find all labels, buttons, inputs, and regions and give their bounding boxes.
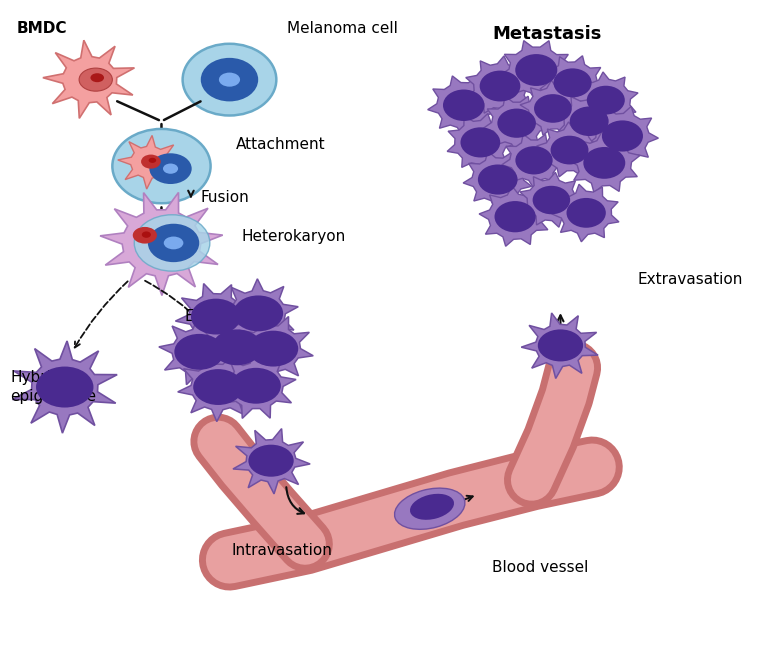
Polygon shape: [520, 172, 584, 227]
Ellipse shape: [497, 109, 536, 138]
Ellipse shape: [515, 54, 557, 86]
Text: Intravasation: Intravasation: [232, 543, 333, 558]
Ellipse shape: [134, 214, 210, 271]
Polygon shape: [428, 76, 500, 136]
Polygon shape: [483, 96, 550, 152]
Polygon shape: [500, 41, 573, 101]
Ellipse shape: [248, 331, 298, 366]
Ellipse shape: [554, 68, 591, 98]
Polygon shape: [178, 354, 258, 422]
Ellipse shape: [570, 107, 608, 136]
Ellipse shape: [90, 73, 104, 82]
Ellipse shape: [460, 127, 500, 158]
Ellipse shape: [534, 94, 572, 123]
Text: Metastasis: Metastasis: [492, 25, 601, 43]
Polygon shape: [521, 313, 598, 379]
Polygon shape: [588, 107, 658, 167]
Polygon shape: [466, 56, 536, 116]
Polygon shape: [540, 56, 606, 111]
Ellipse shape: [587, 86, 625, 114]
Ellipse shape: [533, 186, 571, 214]
Ellipse shape: [494, 201, 536, 233]
Text: Hybrid
epigenome: Hybrid epigenome: [10, 370, 96, 404]
Ellipse shape: [550, 136, 588, 165]
Ellipse shape: [584, 147, 625, 179]
Text: Attachment: Attachment: [235, 138, 325, 152]
Ellipse shape: [194, 369, 243, 405]
Polygon shape: [12, 341, 117, 433]
Ellipse shape: [231, 368, 281, 404]
Ellipse shape: [148, 224, 199, 262]
Polygon shape: [176, 284, 256, 351]
Ellipse shape: [515, 146, 553, 174]
Polygon shape: [479, 186, 550, 246]
Polygon shape: [100, 193, 223, 295]
Ellipse shape: [141, 154, 160, 169]
Ellipse shape: [538, 329, 583, 361]
Ellipse shape: [234, 295, 283, 331]
Ellipse shape: [478, 165, 517, 194]
Ellipse shape: [480, 70, 520, 101]
Ellipse shape: [163, 236, 183, 249]
Ellipse shape: [219, 72, 240, 87]
Text: BMDC: BMDC: [16, 21, 67, 36]
Ellipse shape: [183, 44, 276, 116]
Text: Heterokaryon: Heterokaryon: [241, 229, 346, 244]
Ellipse shape: [410, 494, 454, 520]
Polygon shape: [567, 132, 640, 193]
Polygon shape: [233, 316, 313, 383]
Text: Extravasation: Extravasation: [638, 272, 743, 287]
Polygon shape: [218, 279, 298, 346]
Polygon shape: [197, 315, 277, 382]
Ellipse shape: [443, 90, 484, 121]
Ellipse shape: [212, 329, 262, 365]
Ellipse shape: [174, 334, 224, 370]
Ellipse shape: [149, 158, 157, 163]
Ellipse shape: [133, 227, 157, 244]
Ellipse shape: [248, 444, 294, 477]
Ellipse shape: [191, 298, 241, 335]
Polygon shape: [447, 114, 515, 172]
Polygon shape: [520, 80, 585, 135]
Ellipse shape: [36, 366, 93, 408]
Text: Blood vessel: Blood vessel: [493, 560, 589, 575]
Ellipse shape: [567, 198, 606, 228]
Polygon shape: [216, 351, 296, 419]
Polygon shape: [118, 136, 181, 189]
Text: Fusion: Fusion: [200, 190, 250, 205]
Polygon shape: [537, 122, 602, 177]
Polygon shape: [573, 72, 638, 127]
Ellipse shape: [395, 488, 465, 529]
Polygon shape: [43, 40, 134, 118]
Ellipse shape: [79, 68, 113, 91]
Polygon shape: [233, 429, 310, 494]
Ellipse shape: [142, 231, 151, 238]
Ellipse shape: [150, 153, 192, 184]
Text: Expansion: Expansion: [184, 309, 263, 324]
Ellipse shape: [113, 129, 210, 203]
Ellipse shape: [200, 58, 258, 101]
Ellipse shape: [163, 163, 178, 174]
Polygon shape: [463, 151, 532, 209]
Polygon shape: [552, 184, 619, 242]
Polygon shape: [502, 134, 566, 188]
Text: Melanoma cell: Melanoma cell: [287, 21, 398, 36]
Polygon shape: [557, 92, 623, 150]
Polygon shape: [159, 317, 239, 384]
Ellipse shape: [602, 120, 643, 152]
